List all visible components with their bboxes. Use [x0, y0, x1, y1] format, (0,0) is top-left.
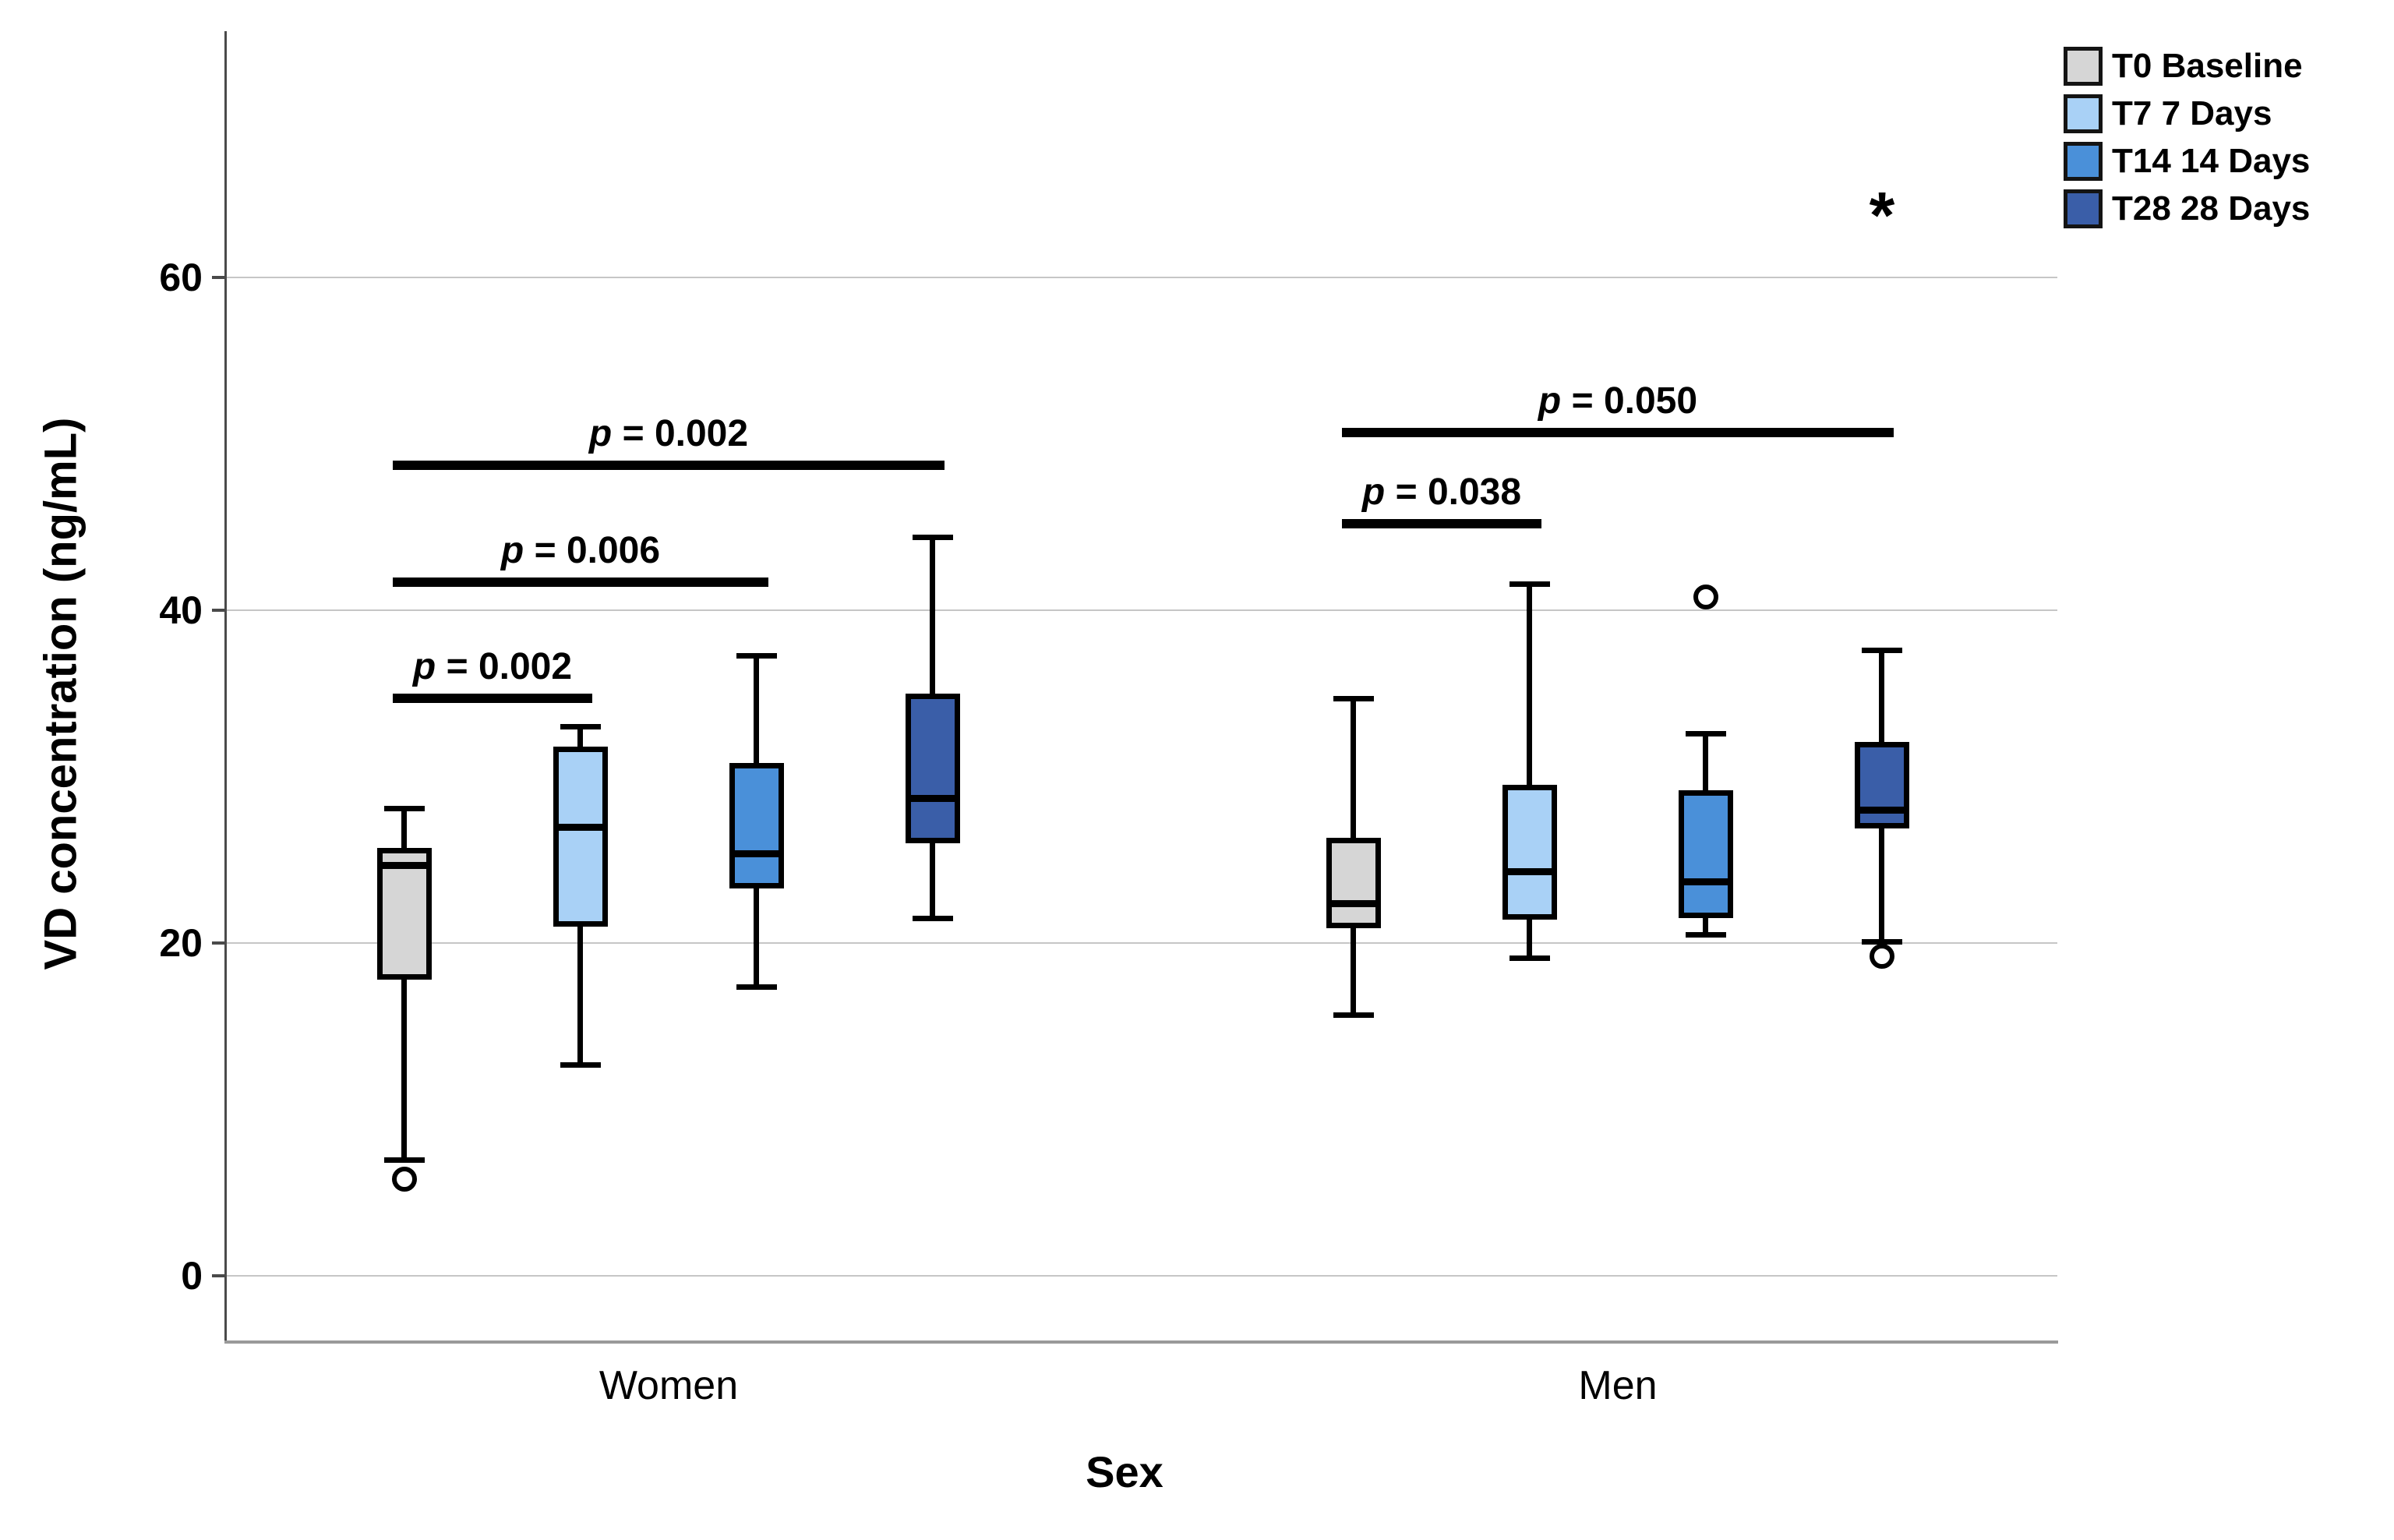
whisker-cap-low-t7-women — [560, 1061, 601, 1068]
whisker-cap-low-t28-men — [1862, 938, 1902, 945]
y-tick-label-40: 40 — [159, 588, 203, 632]
sig-bracket-line-2 — [393, 461, 945, 471]
y-axis-line — [224, 31, 227, 1344]
legend-item-t7: T7 7 Days — [2064, 94, 2310, 133]
whisker-cap-low-t14-men — [1686, 932, 1726, 938]
y-tick-label-0: 0 — [181, 1254, 203, 1298]
whisker-cap-low-t28-women — [913, 915, 953, 921]
gridline-y40 — [226, 609, 2057, 611]
significance-asterisk: * — [1869, 178, 1895, 253]
legend: T0 Baseline T7 7 Days T14 14 Days T28 28 Da… — [2064, 47, 2310, 237]
y-tick-mark-20 — [212, 941, 224, 945]
gridline-y20 — [226, 942, 2057, 944]
y-tick-label-60: 60 — [159, 256, 203, 299]
legend-swatch-t7 — [2064, 94, 2103, 133]
median-t0-men — [1326, 899, 1381, 907]
sig-bracket-line-3 — [1342, 518, 1541, 528]
gridline-y0 — [226, 1275, 2057, 1277]
category-label-men: Men — [1578, 1363, 1658, 1408]
whisker-cap-high-t14-men — [1686, 730, 1726, 736]
whisker-t0-women — [401, 808, 407, 1160]
box-t28-women — [906, 693, 960, 843]
box-t7-men — [1502, 785, 1557, 920]
legend-label-t28: T28 28 Days — [2112, 189, 2311, 228]
whisker-cap-high-t7-women — [560, 724, 601, 730]
whisker-t7-men — [1527, 583, 1532, 959]
median-t0-women — [377, 861, 432, 869]
gridline-y60 — [226, 277, 2057, 278]
legend-swatch-t14 — [2064, 142, 2103, 181]
whisker-cap-high-t28-men — [1862, 648, 1902, 654]
median-t14-women — [729, 849, 784, 857]
whisker-cap-high-t7-men — [1509, 581, 1550, 587]
y-axis-title: VD concentration (ng/mL) — [35, 417, 87, 970]
x-axis-title: Sex — [1086, 1447, 1163, 1496]
x-axis-line — [224, 1340, 2058, 1344]
legend-label-t7: T7 7 Days — [2112, 94, 2272, 132]
box-t14-women — [729, 763, 784, 888]
median-t14-men — [1679, 878, 1733, 885]
sig-bracket-line-4 — [1342, 427, 1894, 437]
legend-item-t28: T28 28 Days — [2064, 189, 2310, 228]
whisker-cap-low-t0-men — [1333, 1012, 1374, 1018]
sig-bracket-label-1: p = 0.006 — [500, 529, 661, 571]
box-t7-women — [553, 747, 608, 927]
sig-bracket-label-4: p = 0.050 — [1538, 380, 1698, 422]
median-t28-men — [1855, 807, 1909, 814]
whisker-cap-low-t0-women — [384, 1157, 425, 1163]
whisker-cap-high-t0-men — [1333, 696, 1374, 702]
whisker-cap-low-t7-men — [1509, 955, 1550, 962]
legend-item-t14: T14 14 Days — [2064, 142, 2310, 181]
category-label-women: Women — [598, 1363, 739, 1408]
median-t7-women — [553, 823, 608, 831]
plot-area: p = 0.002 p = 0.006 p = 0.002 p = 0.038 p = … — [226, 31, 2057, 1340]
sig-bracket-line-1 — [393, 577, 768, 587]
y-tick-mark-40 — [212, 609, 224, 612]
sig-bracket-label-2: p = 0.002 — [588, 413, 749, 455]
median-t7-men — [1502, 868, 1557, 876]
sig-bracket-label-0: p = 0.002 — [412, 646, 573, 688]
legend-item-t0: T0 Baseline — [2064, 47, 2310, 86]
outlier-t0-women-0 — [392, 1167, 417, 1192]
whisker-cap-high-t14-women — [736, 652, 777, 659]
whisker-cap-high-t28-women — [913, 535, 953, 541]
outlier-t14-men-0 — [1693, 584, 1718, 609]
box-t0-men — [1326, 838, 1381, 928]
y-tick-mark-60 — [212, 276, 224, 279]
legend-swatch-t0 — [2064, 47, 2103, 86]
box-t14-men — [1679, 789, 1733, 918]
sig-bracket-line-0 — [393, 694, 592, 704]
legend-label-t0: T0 Baseline — [2112, 47, 2303, 85]
outlier-t28-men-0 — [1870, 944, 1894, 970]
legend-label-t14: T14 14 Days — [2112, 142, 2311, 180]
y-tick-mark-0 — [212, 1274, 224, 1277]
whisker-cap-high-t0-women — [384, 806, 425, 812]
legend-swatch-t28 — [2064, 189, 2103, 228]
box-t0-women — [377, 848, 432, 980]
median-t28-women — [906, 795, 960, 803]
box-t28-men — [1855, 741, 1909, 828]
whisker-cap-low-t14-women — [736, 984, 777, 990]
y-tick-label-20: 20 — [159, 921, 203, 965]
sig-bracket-label-3: p = 0.038 — [1361, 471, 1522, 513]
